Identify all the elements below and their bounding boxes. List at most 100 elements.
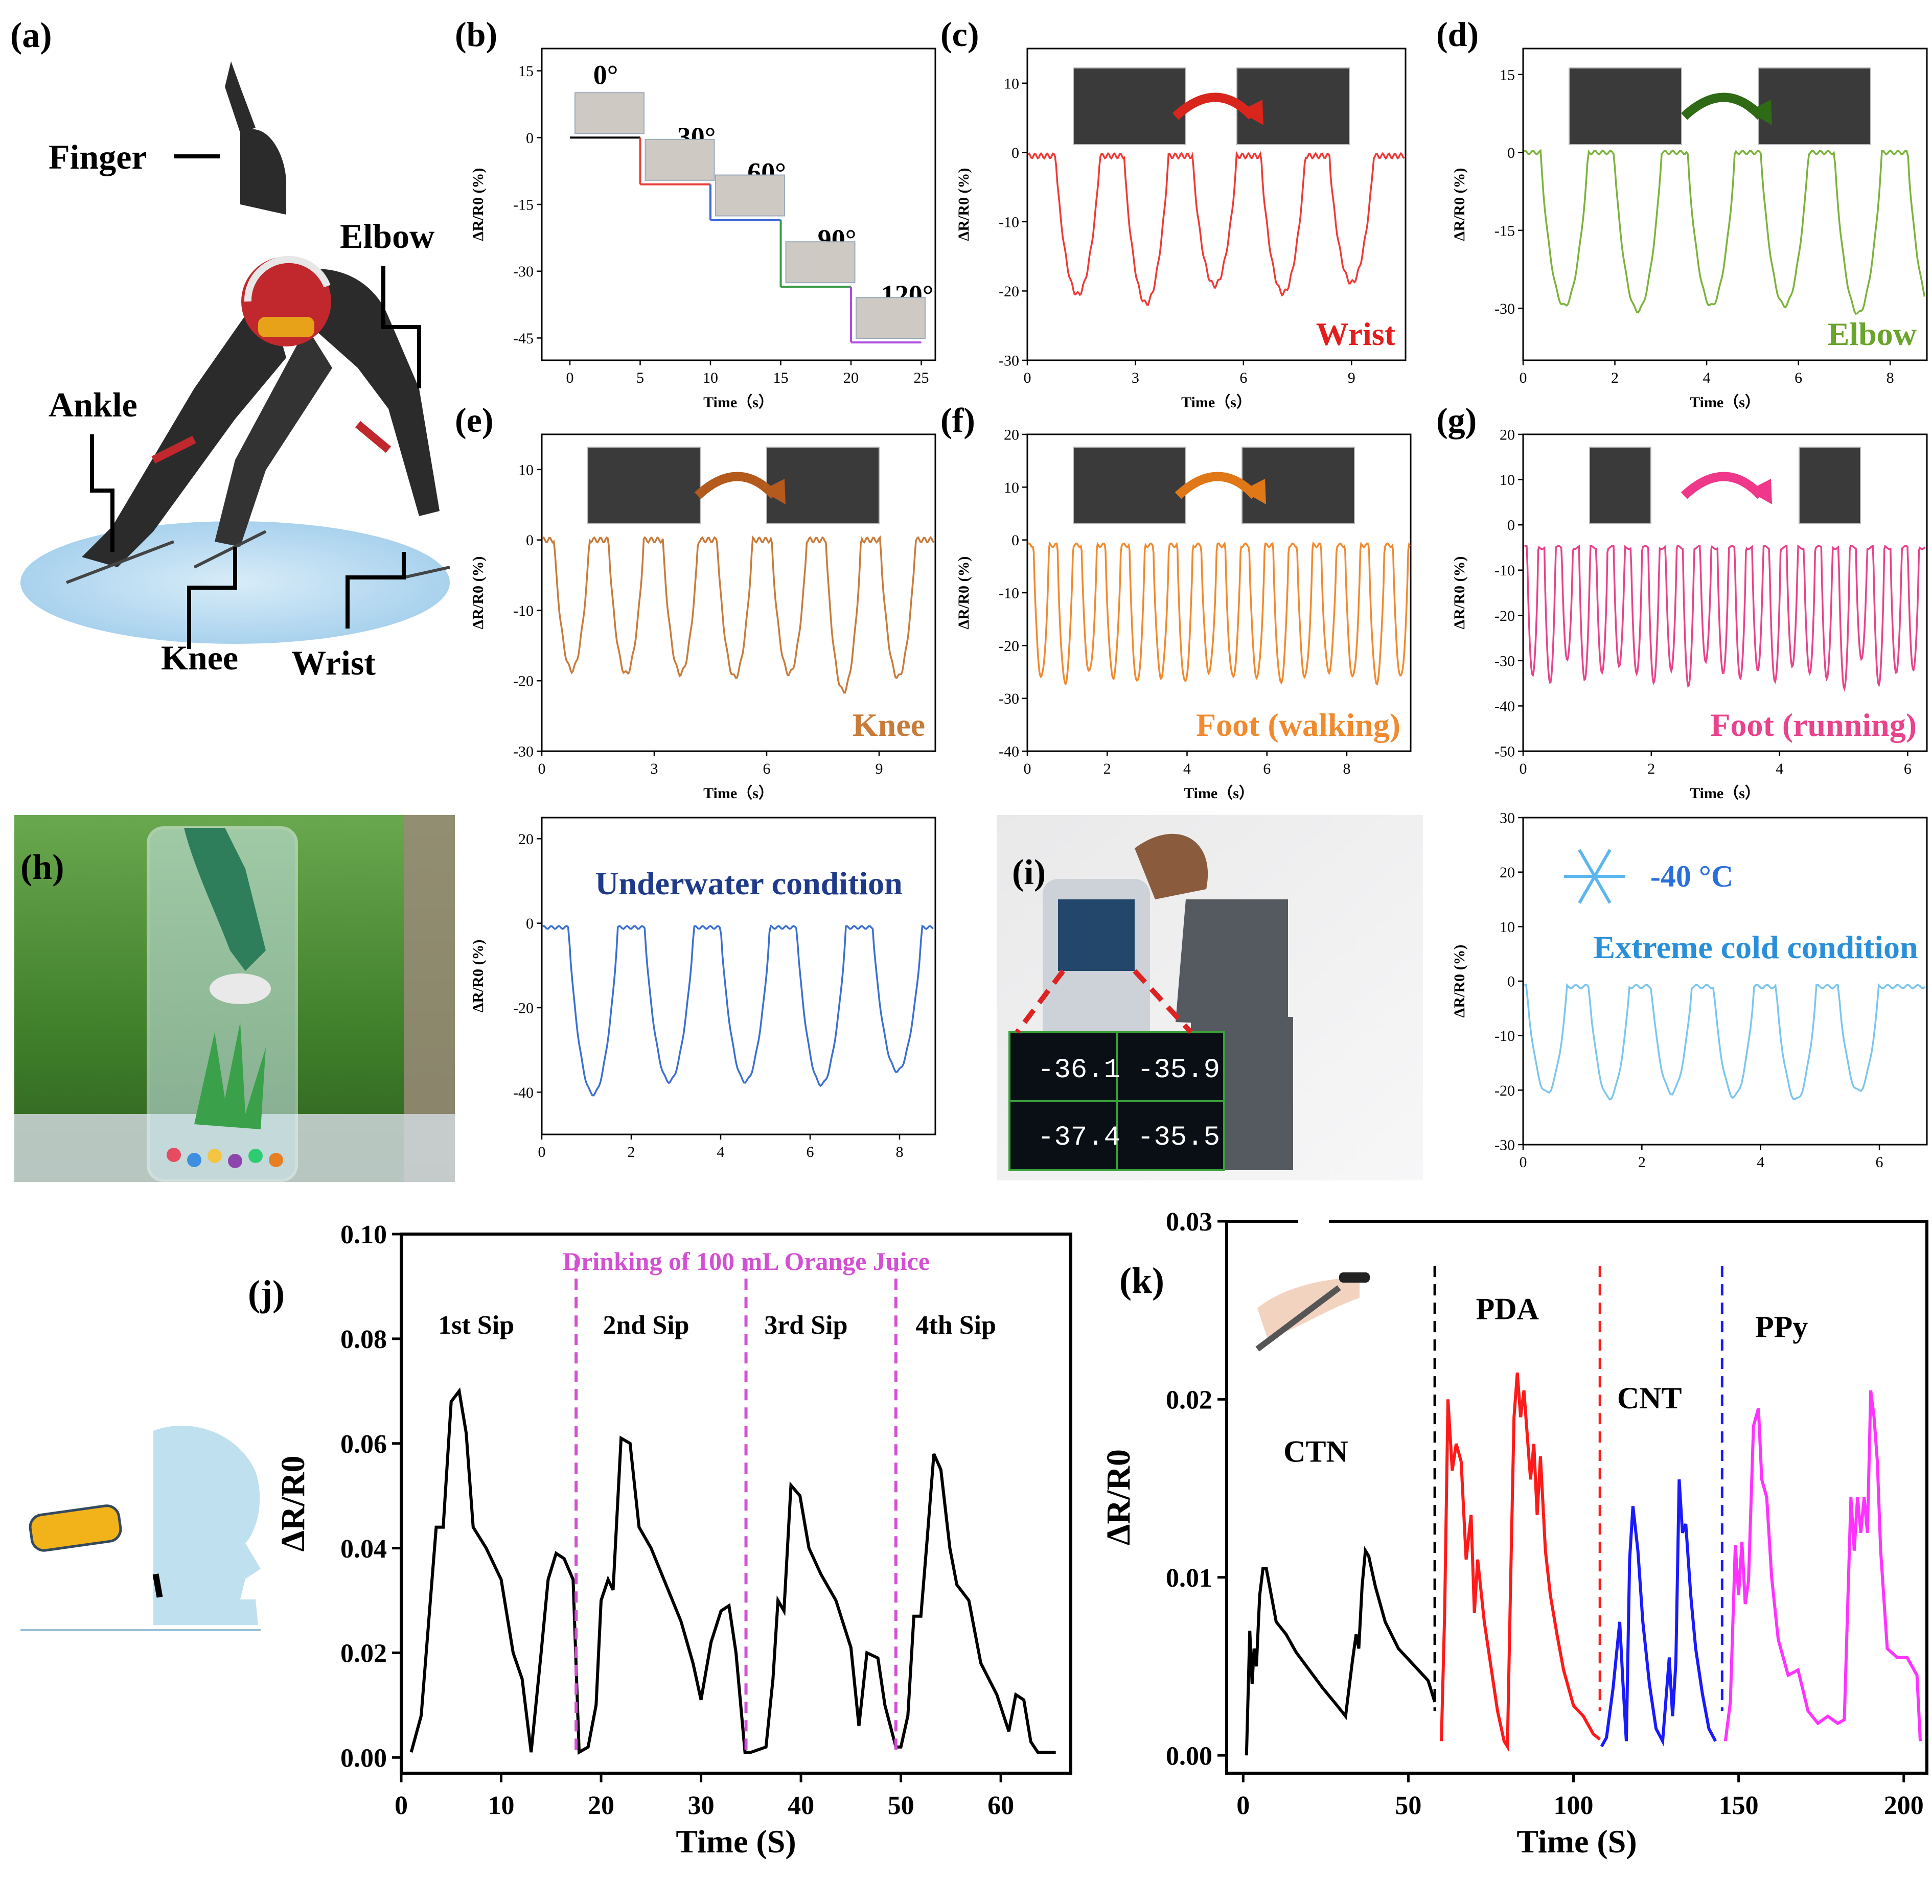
panel-h-photo: (h) (14, 815, 455, 1182)
y-axis-label: ΔR/R0 (%) (1451, 945, 1468, 1018)
y-tick-label: -30 (1494, 1137, 1515, 1154)
sip-annotation: 3rd Sip (764, 1311, 847, 1340)
material-annotation: CTN (1283, 1434, 1348, 1468)
panel-letter: (c) (940, 15, 979, 54)
x-tick-label: 50 (1395, 1791, 1421, 1820)
sip-annotation: 2nd Sip (603, 1311, 689, 1340)
y-tick-label: -20 (513, 673, 534, 690)
y-axis-label: ΔR/R0 (274, 1455, 312, 1551)
label-wrist: Wrist (291, 643, 376, 682)
x-tick-label: 0 (1024, 369, 1031, 386)
chart-j: 0 10 20 30 40 50 60 0.00 0.02 0.04 0.06 0.08 0.10 Tim… (248, 1220, 1072, 1860)
x-tick-label: 0 (538, 1144, 546, 1160)
y-tick-label: 10 (1004, 479, 1019, 496)
x-tick-label: 2 (1611, 369, 1619, 386)
x-tick-label: 3 (1132, 369, 1139, 386)
chart-d: 0 2 4 6 8 15 0 -15 -30 Time（s） ΔR/R0 (%) (d) Elbow (1436, 15, 1928, 411)
y-tick-label: -40 (1494, 698, 1515, 715)
y-tick-label: 0.00 (1166, 1742, 1212, 1771)
chart-title: Extreme cold condition (1593, 929, 1918, 965)
pen-illustration (1255, 1272, 1370, 1352)
x-tick-label: 2 (1647, 760, 1655, 777)
x-tick-label: 0 (1520, 760, 1527, 777)
skater-illustration (65, 61, 450, 584)
pointer-lines (90, 154, 421, 649)
x-tick-label: 0 (1024, 760, 1031, 777)
finger-photo (574, 92, 645, 134)
y-tick-label: -45 (513, 330, 534, 347)
y-tick-label: 30 (1500, 810, 1515, 827)
y-tick-label: 0.02 (340, 1639, 387, 1668)
chart-i: 0 2 4 6 30 20 10 0 -10 -20 -30 ΔR/R0 (%) Extreme col… (1451, 810, 1928, 1171)
y-axis-label: ΔR/R0 (%) (470, 940, 487, 1013)
x-tick-label: 4 (1183, 760, 1191, 777)
x-tick-label: 6 (1239, 369, 1247, 386)
y-tick-label: 0.06 (340, 1430, 387, 1459)
x-tick-label: 2 (1638, 1154, 1646, 1171)
chart-title: Elbow (1828, 316, 1917, 352)
x-tick-label: 4 (1776, 760, 1783, 777)
arrow-head (1242, 479, 1266, 504)
series-line (1524, 544, 1926, 692)
plot-frame (400, 1233, 1072, 1775)
y-tick-label: -20 (999, 283, 1019, 300)
photo-after (1799, 447, 1861, 524)
y-tick-label: -40 (513, 1084, 534, 1101)
x-tick-label: 60 (987, 1791, 1014, 1820)
series-line (409, 1387, 1056, 1755)
x-tick-label: 2 (628, 1144, 635, 1160)
chart-title: Foot (walking) (1196, 707, 1400, 743)
chart-title: Wrist (1316, 316, 1396, 352)
robot-hand (1176, 899, 1288, 1027)
snowflake-arm (1593, 875, 1612, 904)
x-tick-label: 10 (703, 369, 718, 386)
sip-annotation: 1st Sip (438, 1311, 514, 1340)
x-tick-label: 4 (717, 1144, 725, 1160)
x-tick-label: 100 (1554, 1791, 1594, 1820)
y-tick-label: 10 (1500, 472, 1515, 489)
y-tick-label: 0.08 (340, 1325, 387, 1354)
x-tick-label: 0 (395, 1791, 408, 1820)
photo-before (1589, 447, 1651, 524)
y-tick-label: 0 (526, 532, 534, 549)
panel-letter: (d) (1436, 15, 1479, 54)
plot-frame (541, 433, 936, 752)
y-tick-label: -30 (1494, 300, 1515, 317)
y-tick-label: -50 (1494, 744, 1515, 760)
arrow-head (1748, 479, 1772, 504)
y-tick-label: -10 (1494, 562, 1515, 579)
finger-photo (645, 138, 715, 181)
y-axis-label: ΔR/R0 (1100, 1449, 1137, 1545)
y-axis-label: ΔR/R0 (%) (470, 556, 487, 630)
y-axis-label: ΔR/R0 (%) (1451, 168, 1468, 241)
series-line (542, 924, 934, 1097)
x-axis-label: Time（s） (703, 393, 774, 411)
y-tick-label: 0.01 (1166, 1564, 1212, 1593)
plot-frame (1225, 1220, 1928, 1775)
glove (184, 828, 266, 971)
sensor-disk (210, 973, 271, 1004)
x-tick-label: 4 (1703, 369, 1711, 386)
chart-e: 0 3 6 9 10 0 -10 -20 -30 Time（s） ΔR/R0 (%) (e) Knee (455, 401, 936, 802)
drinking-illustration (20, 1425, 261, 1631)
y-tick-label: -10 (999, 585, 1019, 602)
snowflake-arm (1578, 849, 1596, 877)
x-tick-label: 0 (1520, 369, 1527, 386)
y-tick-label: 0 (526, 915, 534, 932)
x-tick-label: 20 (843, 369, 859, 386)
reading-3: -37.4 (1038, 1122, 1120, 1153)
chart-b: 0 5 10 15 20 25 15 0 -15 -30 -45 Time（s） ΔR/R0 (%) (b… (455, 15, 936, 411)
x-tick-label: 8 (1343, 760, 1351, 777)
x-tick-label: 8 (1887, 369, 1894, 386)
x-tick-label: 20 (588, 1791, 614, 1820)
y-axis-label: ΔR/R0 (%) (955, 556, 972, 630)
x-tick-label: 9 (876, 760, 883, 777)
plot-frame (1026, 48, 1407, 361)
photo-before (1073, 67, 1186, 145)
reading-1: -36.1 (1038, 1055, 1120, 1086)
material-annotation: PDA (1476, 1292, 1539, 1326)
panel-i-letter: (i) (1012, 853, 1046, 892)
x-tick-label: 5 (636, 369, 644, 386)
x-tick-label: 3 (651, 760, 658, 777)
